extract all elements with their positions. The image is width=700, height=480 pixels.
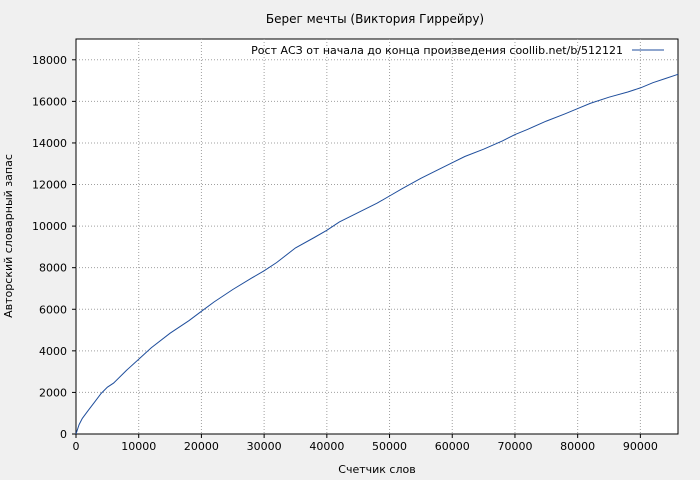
series-group [75,73,679,435]
y-tick-label: 2000 [39,386,67,399]
y-tick-label: 6000 [39,303,67,316]
y-tick-label: 12000 [32,179,67,192]
y-tick-label: 14000 [32,137,67,150]
axis-ticks: 0 10000 20000 30000 40000 50000 60000 70000 8000… [32,54,658,453]
x-tick-label: 70000 [497,440,532,453]
x-tick-label: 40000 [309,440,344,453]
y-axis-label: Авторский словарный запас [2,154,15,318]
x-tick-label: 60000 [435,440,470,453]
x-tick-label: 10000 [121,440,156,453]
x-axis-label: Счетчик слов [338,463,415,476]
legend-label: Рост АСЗ от начала до конца произведения… [251,44,623,57]
y-tick-label: 10000 [32,220,67,233]
y-tick-label: 16000 [32,95,67,108]
legend: Рост АСЗ от начала до конца произведения… [251,44,664,57]
x-tick-label: 30000 [247,440,282,453]
x-tick-label: 50000 [372,440,407,453]
y-tick-label: 18000 [32,54,67,67]
x-tick-label: 80000 [560,440,595,453]
chart-title: Берег мечты (Виктория Гиррейру) [266,12,484,26]
plot-area [75,38,679,435]
x-tick-label: 20000 [184,440,219,453]
grid [76,39,678,434]
x-tick-label: 90000 [623,440,658,453]
x-tick-label: 0 [73,440,80,453]
y-tick-label: 4000 [39,345,67,358]
y-tick-label: 0 [60,428,67,441]
series-line [75,73,679,435]
y-tick-label: 8000 [39,262,67,275]
